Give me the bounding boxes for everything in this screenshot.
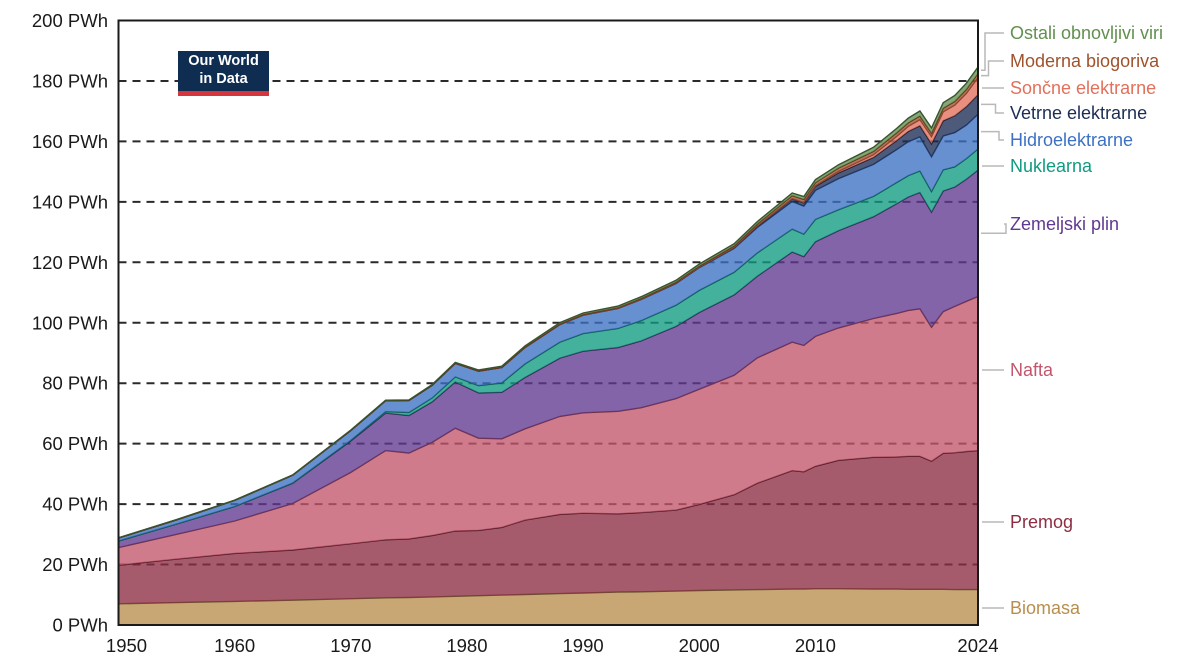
owid-logo-line1: Our World <box>188 53 259 70</box>
plot-frame <box>117 19 979 626</box>
legend-connector-hydro <box>981 130 1004 141</box>
x-tick-label: 1950 <box>106 635 147 656</box>
y-tick-label: 180 PWh <box>32 70 108 91</box>
area-biomass[interactable] <box>118 588 979 625</box>
area-coal[interactable] <box>118 450 979 604</box>
area-gas[interactable] <box>118 170 979 548</box>
y-tick-label: 140 PWh <box>32 191 108 212</box>
y-tick-label: 0 PWh <box>52 615 108 636</box>
y-tick-label: 80 PWh <box>42 373 108 394</box>
legend-label-oil[interactable]: Nafta <box>1010 360 1054 380</box>
owid-logo-line2: in Data <box>199 71 248 87</box>
y-tick-label: 100 PWh <box>32 312 108 333</box>
area-nuclear[interactable] <box>118 149 979 541</box>
x-tick-label: 2024 <box>957 635 998 656</box>
area-top-edge-other <box>118 66 979 539</box>
y-tick-label: 40 PWh <box>42 494 108 515</box>
legend-label-gas[interactable]: Zemeljski plin <box>1010 214 1119 234</box>
y-tick-label: 60 PWh <box>42 433 108 454</box>
legend-connector-biofuels <box>981 60 1004 77</box>
legend-label-other[interactable]: Ostali obnovljivi viri <box>1010 23 1163 43</box>
legend-label-hydro[interactable]: Hidroelektrarne <box>1010 130 1133 150</box>
x-tick-label: 2000 <box>679 635 720 656</box>
legend-label-biomass[interactable]: Biomasa <box>1010 598 1081 618</box>
legend-label-solar[interactable]: Sončne elektrarne <box>1010 78 1156 98</box>
legend-label-biofuels[interactable]: Moderna biogoriva <box>1010 51 1160 71</box>
legend-connector-wind <box>981 103 1004 114</box>
x-tick-label: 2010 <box>795 635 836 656</box>
y-tick-label: 200 PWh <box>32 10 108 31</box>
legend-label-coal[interactable]: Premog <box>1010 512 1073 532</box>
x-tick-label: 1970 <box>330 635 371 656</box>
y-tick-label: 20 PWh <box>42 554 108 575</box>
x-tick-label: 1960 <box>214 635 255 656</box>
legend-connector-gas <box>981 223 1007 235</box>
x-tick-label: 1990 <box>563 635 604 656</box>
y-tick-label: 160 PWh <box>32 131 108 152</box>
legend-label-nuclear[interactable]: Nuklearna <box>1010 156 1093 176</box>
legend-connector-other <box>981 32 1004 72</box>
x-tick-label: 1980 <box>446 635 487 656</box>
area-oil[interactable] <box>118 296 979 566</box>
y-tick-label: 120 PWh <box>32 252 108 273</box>
owid-logo[interactable]: Our World in Data <box>178 51 269 96</box>
area-hydro[interactable] <box>118 114 979 541</box>
legend-label-wind[interactable]: Vetrne elektrarne <box>1010 103 1147 123</box>
